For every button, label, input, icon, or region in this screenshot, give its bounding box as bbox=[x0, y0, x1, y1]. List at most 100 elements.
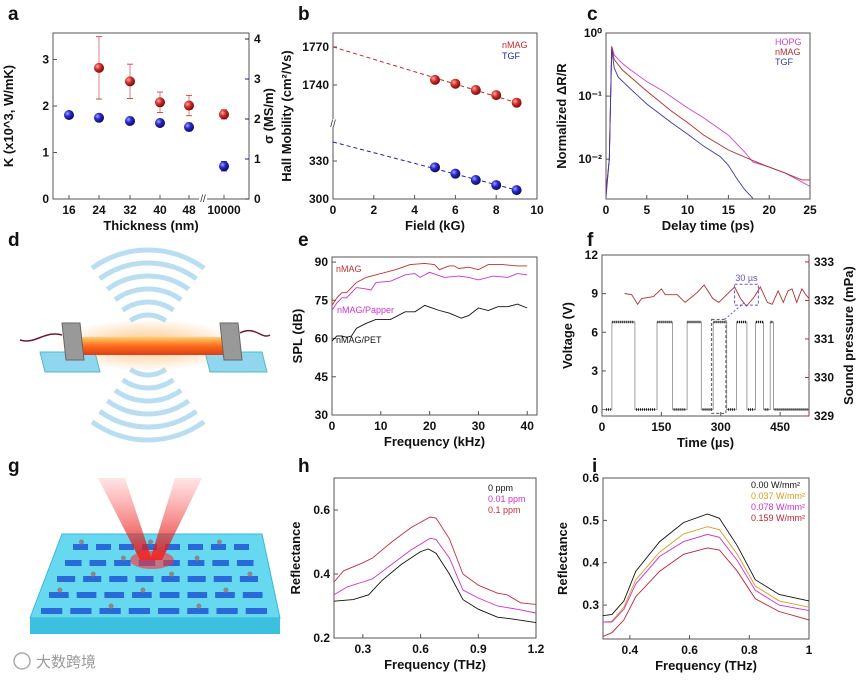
data-point-σ bbox=[94, 112, 104, 123]
grating-cell bbox=[215, 592, 235, 598]
grating-cell bbox=[73, 544, 88, 550]
data-point-K bbox=[94, 62, 104, 73]
data-point-σ bbox=[125, 116, 135, 126]
data-point-TGF bbox=[450, 168, 461, 179]
heated-film bbox=[68, 337, 238, 355]
sound-wave-arc bbox=[90, 419, 206, 443]
molecule-icon bbox=[148, 539, 153, 545]
series-line-nMAG bbox=[605, 46, 810, 193]
panel-label-g: g bbox=[8, 456, 20, 477]
x-tick-label: 1 bbox=[806, 643, 813, 657]
molecule-icon bbox=[57, 587, 63, 593]
data-point-nMAG bbox=[450, 78, 461, 89]
panel-label-i: i bbox=[592, 456, 597, 477]
y-tick-label: 0.4 bbox=[313, 567, 330, 581]
molecule-icon bbox=[217, 539, 222, 545]
molecule-icon bbox=[90, 571, 96, 577]
y-tick-label: 60 bbox=[315, 332, 329, 346]
data-point-K bbox=[219, 109, 229, 120]
molecule-icon bbox=[108, 603, 114, 609]
x-tick-label: 0 bbox=[603, 203, 610, 217]
molecule-icon bbox=[120, 555, 126, 561]
y-tick-label: 0.2 bbox=[313, 631, 330, 645]
molecule-icon bbox=[169, 571, 175, 577]
x-tick-label: 40 bbox=[521, 419, 535, 433]
grating-cell bbox=[242, 592, 263, 598]
y-axis-label: Reflectance bbox=[288, 522, 303, 595]
x-axis-label: Time (µs) bbox=[677, 435, 734, 450]
watermark: 大数跨境 bbox=[13, 652, 96, 671]
x-axis-label: Thickness (nm) bbox=[103, 218, 198, 233]
y-tick-label: 0.5 bbox=[582, 513, 599, 527]
y2-tick-label: 3 bbox=[254, 72, 261, 86]
data-point-TGF bbox=[491, 180, 502, 191]
series-line-nMAG-PET bbox=[331, 303, 528, 342]
y2-tick-label: 4 bbox=[254, 32, 261, 46]
grating-cell bbox=[132, 592, 152, 598]
x-tick-label: 150 bbox=[651, 420, 671, 434]
y-tick-label: 6 bbox=[591, 325, 598, 339]
right-base bbox=[204, 351, 268, 373]
x-tick-label: 15 bbox=[722, 203, 736, 217]
legend-item: 0.037 W/mm² bbox=[751, 491, 805, 501]
x-tick-label: 0.9 bbox=[470, 642, 487, 656]
x-axis-label: Field (kG) bbox=[405, 218, 465, 233]
grating-cell bbox=[216, 608, 238, 614]
axis-break-mark: // bbox=[330, 119, 336, 130]
data-point-σ bbox=[64, 110, 74, 120]
x-tick-label: 0.8 bbox=[741, 643, 758, 657]
grating-cell bbox=[65, 560, 82, 566]
series-label-nMAG-Papper: nMAG/Papper bbox=[337, 305, 394, 315]
x-tick-label: 20 bbox=[423, 419, 437, 433]
plot-frame bbox=[332, 32, 538, 200]
y2-tick-label: 333 bbox=[814, 255, 834, 269]
x-tick-label: 24 bbox=[92, 203, 106, 217]
y-axis-label: Reflectance bbox=[555, 522, 570, 595]
grating-cell bbox=[83, 576, 102, 582]
panel-label-f: f bbox=[587, 230, 594, 251]
grating-cell bbox=[76, 592, 97, 598]
y-tick-label: 10⁻¹ bbox=[578, 89, 602, 103]
grating-cell bbox=[187, 608, 209, 614]
y-tick-label: 0.4 bbox=[582, 556, 599, 570]
sound-wave-arc bbox=[128, 367, 168, 378]
grating-cell bbox=[213, 576, 232, 582]
sound-wave-arc bbox=[121, 299, 175, 313]
grating-cell bbox=[135, 576, 154, 582]
panel-label-b: b bbox=[298, 4, 310, 25]
legend-item: 0.00 W/mm² bbox=[751, 480, 800, 490]
x-tick-label: 0.6 bbox=[412, 642, 429, 656]
legend-item: HOPG bbox=[775, 37, 802, 47]
right-clamp bbox=[219, 322, 243, 361]
x-tick-label: 0 bbox=[330, 203, 337, 217]
y2-tick-label: 2 bbox=[254, 112, 261, 126]
fit-line-TGF bbox=[332, 141, 517, 191]
axis-break-gap bbox=[199, 195, 207, 203]
legend-item: 0.078 W/mm² bbox=[751, 502, 805, 512]
data-point-TGF bbox=[470, 175, 481, 185]
molecule-icon bbox=[194, 555, 200, 561]
series-line-TGF bbox=[605, 49, 754, 199]
legend-item: TGF bbox=[502, 51, 520, 61]
x-tick-label: 32 bbox=[123, 203, 137, 217]
x-tick-label: 4 bbox=[411, 203, 418, 217]
grating-cell bbox=[70, 608, 92, 614]
legend-item: TGF bbox=[775, 57, 793, 67]
annotation-30us: 30 µs bbox=[735, 273, 758, 283]
data-point-TGF bbox=[430, 162, 440, 173]
chart-f: 0 150 300 450 0 3 6 9 12 329 330 331 332 333 Time (µs)… bbox=[560, 248, 856, 450]
series-line-HOPG bbox=[605, 45, 811, 193]
speaker-device-illustration bbox=[19, 247, 271, 443]
chart-e: 0 10 20 30 40 30 45 60 75 90 Frequency (kHz) SPL (d… bbox=[290, 255, 538, 449]
y-tick-label: 10⁻² bbox=[578, 152, 602, 166]
zoom-box-wave bbox=[734, 283, 759, 306]
data-point-K bbox=[184, 100, 194, 111]
y-tick-label: 12 bbox=[585, 248, 599, 262]
grating-cell bbox=[239, 576, 258, 582]
grating-cell bbox=[211, 544, 226, 550]
legend-item: 0.159 W/mm² bbox=[751, 513, 805, 523]
grating-cell bbox=[57, 576, 76, 582]
plot-frame bbox=[52, 32, 250, 200]
